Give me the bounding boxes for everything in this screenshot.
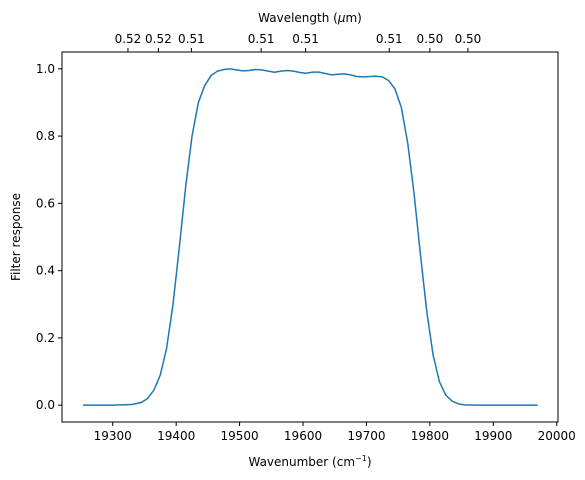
plot-frame bbox=[61, 51, 559, 423]
x-tick-label: 20000 bbox=[538, 429, 576, 443]
top-tick-label: 0.50 bbox=[455, 32, 482, 46]
y-tick-label: 1.0 bbox=[36, 62, 55, 76]
y-tick-label: 0.8 bbox=[36, 129, 55, 143]
x-tick-label: 19500 bbox=[221, 429, 259, 443]
top-tick-label: 0.52 bbox=[115, 32, 142, 46]
x-tick-label: 19400 bbox=[157, 429, 195, 443]
top-tick-label: 0.52 bbox=[145, 32, 172, 46]
filter-response-line bbox=[82, 68, 538, 406]
x-axis-label: Wavenumber (cm−1) bbox=[248, 454, 371, 469]
x-tick-label: 19300 bbox=[94, 429, 132, 443]
top-x-axis-label: Wavelength (μm) bbox=[258, 11, 362, 25]
top-tick-label: 0.51 bbox=[178, 32, 205, 46]
bottom-x-axis-ticks: 19300 19400 19500 19600 19700 19800 19900 20000 bbox=[94, 422, 576, 443]
top-tick-label: 0.51 bbox=[248, 32, 275, 46]
y-tick-label: 0.4 bbox=[36, 264, 55, 278]
x-tick-label: 19700 bbox=[347, 429, 385, 443]
y-tick-label: 0.6 bbox=[36, 196, 55, 210]
plot-area bbox=[61, 51, 559, 423]
x-tick-label: 19800 bbox=[411, 429, 449, 443]
x-tick-label: 19600 bbox=[284, 429, 322, 443]
top-tick-label: 0.51 bbox=[292, 32, 319, 46]
y-axis-ticks: 0.0 0.2 0.4 0.6 0.8 1.0 bbox=[36, 62, 62, 412]
y-tick-label: 0.0 bbox=[36, 398, 55, 412]
top-x-axis-ticks: 0.52 0.52 0.51 0.51 0.51 0.51 0.50 0.50 bbox=[115, 32, 482, 52]
top-tick-label: 0.51 bbox=[376, 32, 403, 46]
y-tick-label: 0.2 bbox=[36, 331, 55, 345]
y-axis-label: Filter response bbox=[9, 193, 23, 281]
top-tick-label: 0.50 bbox=[417, 32, 444, 46]
x-tick-label: 19900 bbox=[474, 429, 512, 443]
